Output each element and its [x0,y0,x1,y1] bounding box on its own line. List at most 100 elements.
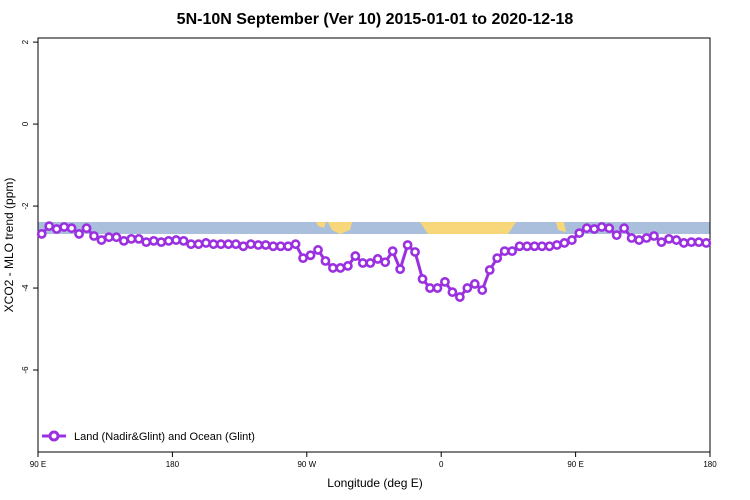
data-point [544,241,555,252]
x-tick-label: 90 E [567,460,583,469]
data-point [678,238,689,248]
data-point [641,233,652,243]
data-point [350,251,361,261]
chart-title: 5N-10N September (Ver 10) 2015-01-01 to … [177,11,574,28]
data-point [626,233,637,243]
data-point [216,239,226,250]
data-point [447,287,458,298]
data-point [492,253,503,264]
data-point [268,241,279,252]
data-point [245,239,256,250]
data-point [201,238,211,248]
data-point [589,224,600,234]
data-point [51,224,62,234]
data-point [313,245,323,255]
data-point [425,283,435,293]
data-point [469,279,480,289]
data-point [574,228,585,239]
data-point [477,285,488,295]
data-point [89,231,99,241]
data-point [581,223,592,234]
data-point [619,223,630,234]
data-point [432,283,443,293]
data-point [649,231,659,241]
data-point [693,237,704,248]
data-point [656,237,667,248]
data-point [514,241,525,252]
data-point [298,253,308,264]
data-point [238,241,249,252]
data-point [44,221,55,232]
data-point [410,247,420,257]
data-point [686,237,697,248]
data-point [118,236,129,246]
x-axis-title: Longitude (deg E) [327,476,422,490]
data-point [671,235,682,245]
data-point [171,235,182,245]
legend: Land (Nadir&Glint) and Ocean (Glint) [42,430,255,443]
data-point [507,246,518,257]
data-point [537,241,547,252]
data-point [163,236,174,246]
data-point [499,246,510,257]
data-point [559,238,570,248]
data-point [178,236,189,246]
data-point [402,240,413,250]
data-point [320,256,331,266]
data-point [156,237,167,248]
data-point [193,239,204,250]
land-patch [556,222,566,232]
data-point [230,239,241,250]
data-point [387,246,398,257]
data-point [395,264,406,275]
data-point [275,241,286,252]
legend-marker [48,430,60,442]
data-point [96,235,107,245]
data-point [552,240,562,250]
y-axis-title: XCO2 - MLO trend (ppm) [2,178,16,313]
plot-frame [37,37,711,453]
data-point [440,276,450,287]
data-point [365,258,376,268]
data-point [59,222,70,232]
data-point [74,229,84,239]
data-point [126,233,137,244]
data-point [141,237,152,248]
data-point [701,238,712,248]
data-point [462,283,473,293]
data-point [417,274,428,284]
data-point [104,232,114,243]
y-tick-label: -6 [21,366,30,374]
data-point [664,233,674,244]
data-point [186,239,196,250]
y-tick-label: -2 [21,202,30,210]
data-point [604,223,615,234]
data-point [596,222,607,232]
data-point [66,223,77,234]
data-point [454,292,465,302]
data-point [342,261,353,271]
data-point [357,258,368,268]
data-point [290,239,301,250]
data-point [148,236,159,246]
data-point [223,239,234,250]
data-point [529,241,540,252]
ocean-strip [38,222,710,234]
x-tick-label: 180 [166,460,180,469]
data-point [81,223,92,234]
y-tick-label: 2 [21,39,30,44]
y-tick-label: -4 [21,284,30,292]
data-point [253,240,264,250]
x-tick-label: 90 E [30,460,46,469]
y-tick-label: 0 [21,121,30,126]
data-point [305,250,316,261]
data-point [611,230,622,241]
data-point [208,239,219,250]
x-tick-label: 90 W [297,460,316,469]
land-patch [316,222,326,228]
data-point [133,233,144,244]
data-point [634,235,644,245]
x-tick-label: 180 [703,460,717,469]
data-point [380,257,391,268]
